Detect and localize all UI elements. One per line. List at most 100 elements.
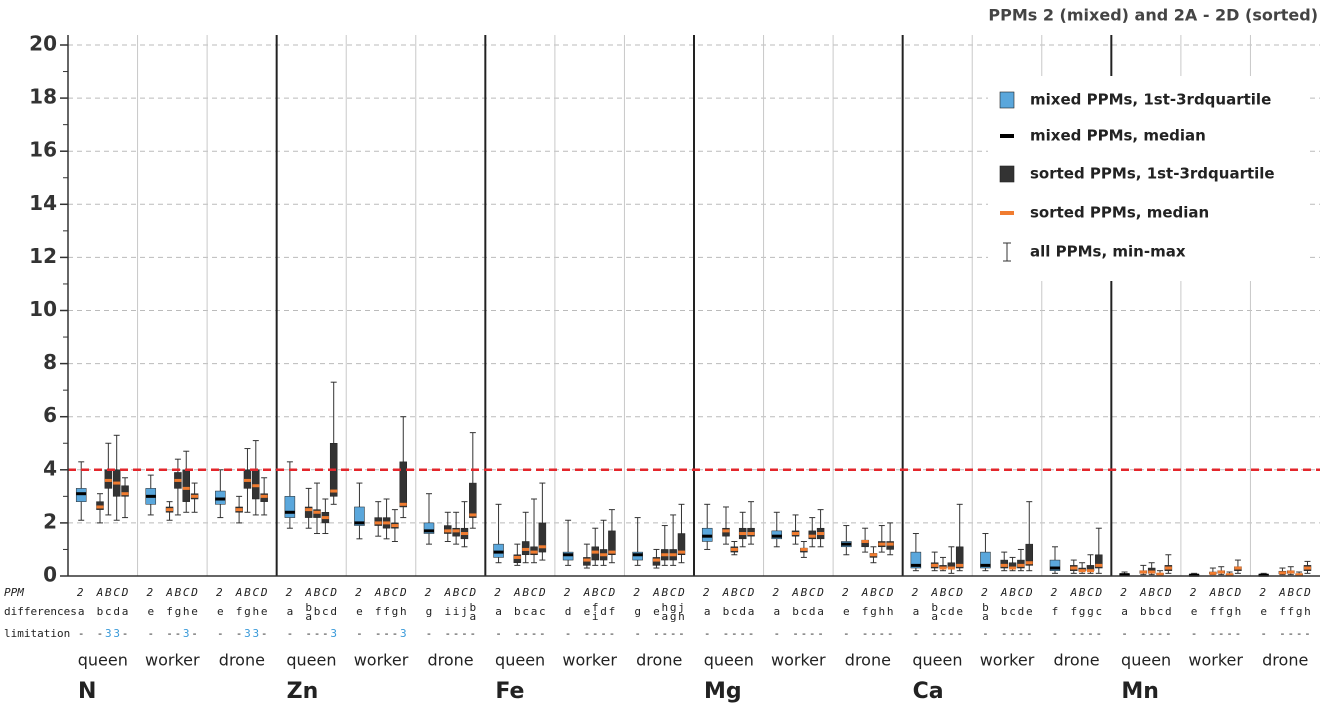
median (383, 521, 391, 525)
difference-label: b (792, 605, 799, 618)
ppm-label: D (747, 586, 755, 599)
limitation-label: - (653, 627, 660, 640)
median (956, 563, 964, 567)
median (747, 532, 755, 536)
box (121, 485, 129, 497)
limitation-label: - (870, 627, 877, 640)
box (677, 533, 686, 556)
legend-swatch (999, 91, 1015, 109)
median (1017, 563, 1025, 567)
difference-label: d (1165, 605, 1172, 618)
difference-label: g (634, 605, 641, 618)
limitation-label: - (1260, 627, 1267, 640)
difference-label: a (122, 605, 129, 618)
limitation-label: - (236, 627, 243, 640)
median (538, 545, 546, 549)
difference-label: e (1260, 605, 1267, 618)
median (113, 481, 121, 485)
legend-swatch (999, 165, 1015, 183)
median (661, 553, 669, 557)
limitation-label: 3 (244, 627, 251, 640)
ppm-label: C (322, 586, 329, 599)
limitation-label: - (78, 627, 85, 640)
difference-label: g (1226, 605, 1233, 618)
ppm-label: 2 (494, 586, 501, 599)
median (1000, 563, 1008, 567)
limitation-label: - (522, 627, 529, 640)
median (677, 550, 685, 554)
caste-label: queen (704, 651, 754, 670)
limitation-label: - (913, 627, 920, 640)
median (632, 553, 643, 557)
group-label: Fe (495, 679, 524, 704)
difference-label: h (400, 605, 407, 618)
difference-label: e (191, 605, 198, 618)
row-label: differences (4, 605, 77, 618)
ppm-label: A (1278, 586, 1286, 599)
median (910, 563, 921, 567)
difference-label: g (392, 605, 399, 618)
difference-label: f (862, 605, 869, 618)
ppm-label: D (329, 586, 337, 599)
difference-label: a (913, 605, 920, 618)
ppm-label: 2 (703, 586, 710, 599)
median (1287, 570, 1295, 574)
difference-label: c (731, 605, 738, 618)
difference-label: h (1304, 605, 1311, 618)
limitation-label: - (723, 627, 730, 640)
ppm-label: C (1157, 586, 1164, 599)
limitation-label: - (862, 627, 869, 640)
difference-label: a (1121, 605, 1128, 618)
median (947, 566, 955, 570)
legend: mixed PPMs, 1st-3rdquartile mixed PPMs, m… (988, 76, 1310, 281)
limitation-label: - (531, 627, 538, 640)
legend-swatch (1003, 242, 1011, 262)
limitation-label: 3 (252, 627, 259, 640)
difference-label: b (314, 605, 321, 618)
ppm-label: D (190, 586, 198, 599)
ppm-label: B (175, 586, 182, 599)
median (1164, 566, 1172, 570)
difference-label: a (531, 605, 538, 618)
ppm-label: B (801, 586, 808, 599)
ppm-label: A (583, 586, 591, 599)
ppm-label: D (608, 586, 616, 599)
ppm-label: D (399, 586, 407, 599)
difference-label: f (166, 605, 173, 618)
limitation-label: - (261, 627, 268, 640)
median (460, 532, 468, 536)
caste-label: queen (78, 651, 128, 670)
ppm-label: C (600, 586, 607, 599)
difference-label: d (600, 605, 607, 618)
ppm-label: 2 (772, 586, 779, 599)
median (104, 478, 112, 482)
limitation-label: - (1296, 627, 1303, 640)
difference-label: g (670, 610, 677, 623)
ppm-label: A (443, 586, 451, 599)
difference-label: a (78, 605, 85, 618)
limitation-label: - (565, 627, 572, 640)
limitation-label: - (661, 627, 668, 640)
difference-label: d (330, 605, 337, 618)
ppm-label: 2 (564, 586, 571, 599)
y-tick-label: 14 (29, 191, 57, 215)
median (493, 550, 504, 554)
ppm-label: A (374, 586, 382, 599)
difference-label: c (322, 605, 329, 618)
difference-label: e (584, 605, 591, 618)
difference-label: a (305, 610, 312, 623)
legend-label: mixed PPMs, median (1030, 127, 1206, 145)
ppm-label: A (861, 586, 869, 599)
difference-label: c (522, 605, 529, 618)
limitation-label: - (97, 627, 104, 640)
ppm-label: D (260, 586, 268, 599)
caste-label: drone (427, 651, 473, 670)
median (1156, 572, 1164, 576)
median (313, 510, 321, 514)
difference-label: g (244, 605, 251, 618)
difference-label: f (375, 605, 382, 618)
difference-label: j (678, 601, 685, 614)
difference-label: a (495, 605, 502, 618)
median (1070, 566, 1078, 570)
